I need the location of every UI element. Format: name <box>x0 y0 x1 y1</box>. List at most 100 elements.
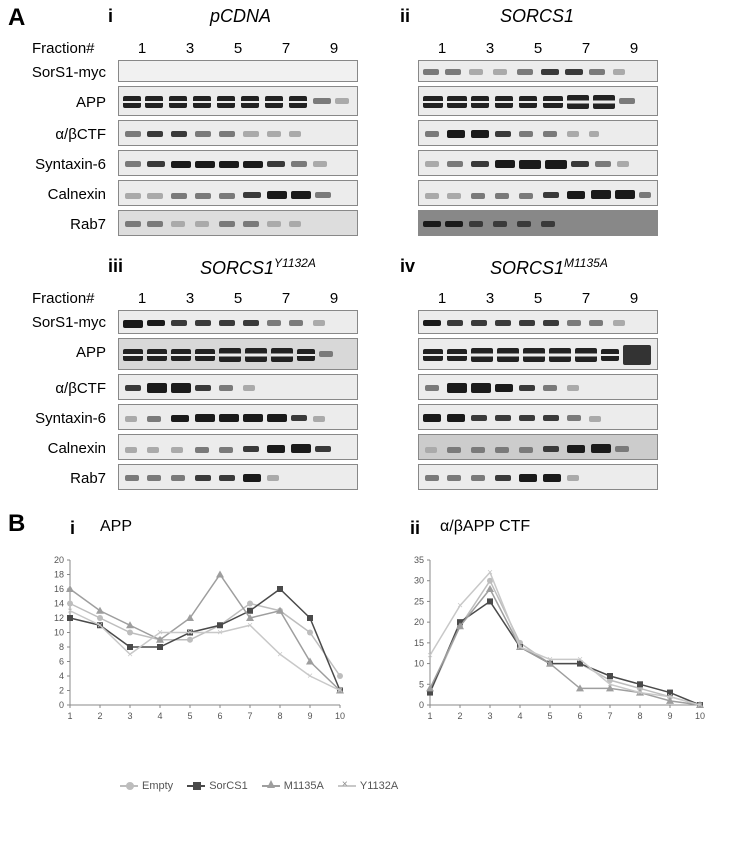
svg-text:8: 8 <box>637 711 642 721</box>
chart-i-title: APP <box>100 518 132 536</box>
svg-text:×: × <box>127 649 133 660</box>
svg-text:1: 1 <box>427 711 432 721</box>
svg-text:2: 2 <box>59 686 64 696</box>
legend-sorcs1-label: SorCS1 <box>209 780 248 792</box>
fracnum-iv-5: 5 <box>526 290 550 307</box>
fracnum-i-9: 9 <box>322 40 346 57</box>
row-sors1myc-bot: SorS1-myc <box>6 314 106 331</box>
svg-text:×: × <box>427 650 433 661</box>
fracnum-ii-9: 9 <box>622 40 646 57</box>
chart-ctf: 0510152025303512345678910×××××××××× <box>400 550 710 730</box>
svg-text:35: 35 <box>414 555 424 565</box>
fracnum-iv-1: 1 <box>430 290 454 307</box>
blot-iii-sors1 <box>118 310 358 334</box>
fracnum-i-5: 5 <box>226 40 250 57</box>
row-ctf-bot: α/βCTF <box>6 380 106 397</box>
svg-text:0: 0 <box>59 700 64 710</box>
fracnum-iii-7: 7 <box>274 290 298 307</box>
svg-text:9: 9 <box>307 711 312 721</box>
row-rab7-top: Rab7 <box>6 216 106 233</box>
svg-text:×: × <box>307 671 313 682</box>
svg-text:×: × <box>577 654 583 665</box>
fracnum-i-1: 1 <box>130 40 154 57</box>
legend-empty-label: Empty <box>142 780 173 792</box>
svg-text:8: 8 <box>59 642 64 652</box>
row-sors1myc-top: SorS1-myc <box>6 64 106 81</box>
blot-iv-stx6 <box>418 404 658 430</box>
fracnum-iv-3: 3 <box>478 290 502 307</box>
svg-text:10: 10 <box>414 659 424 669</box>
blot-ii-calnexin <box>418 180 658 206</box>
group-iv-title-base: SORCS1 <box>490 258 564 278</box>
chart-ii-title: α/βAPP CTF <box>440 518 530 536</box>
chart-app: 0246810121416182012345678910×××××××××× <box>40 550 350 730</box>
blot-iii-ctf <box>118 374 358 400</box>
legend-sorcs1: SorCS1 <box>187 780 248 792</box>
svg-text:×: × <box>667 692 673 703</box>
fracnum-i-7: 7 <box>274 40 298 57</box>
legend-y1132a-label: Y1132A <box>360 780 398 792</box>
sub-i-label: i <box>108 6 113 27</box>
row-stx6-top: Syntaxin-6 <box>6 156 106 173</box>
svg-text:×: × <box>517 642 523 653</box>
blot-ii-stx6 <box>418 150 658 176</box>
svg-text:×: × <box>247 620 253 631</box>
group-iii-title: SORCS1Y1132A <box>200 256 316 279</box>
fracnum-i-3: 3 <box>178 40 202 57</box>
svg-text:6: 6 <box>217 711 222 721</box>
svg-text:×: × <box>487 567 493 578</box>
svg-text:2: 2 <box>457 711 462 721</box>
group-i-title: pCDNA <box>210 6 271 27</box>
svg-text:×: × <box>547 654 553 665</box>
fracnum-ii-3: 3 <box>478 40 502 57</box>
row-stx6-bot: Syntaxin-6 <box>6 410 106 427</box>
svg-text:×: × <box>697 700 703 711</box>
sub-iv-label: iv <box>400 256 415 277</box>
legend-m1135a: M1135A <box>262 780 324 792</box>
svg-text:2: 2 <box>97 711 102 721</box>
fraction-label-i: Fraction# <box>32 40 95 57</box>
blot-iv-calnexin <box>418 434 658 460</box>
svg-text:6: 6 <box>59 657 64 667</box>
legend-y1132a: × Y1132A <box>338 780 398 792</box>
svg-text:×: × <box>217 628 223 639</box>
svg-text:3: 3 <box>487 711 492 721</box>
svg-text:16: 16 <box>54 584 64 594</box>
chart-ii-sub: ii <box>410 518 420 539</box>
fracnum-ii-1: 1 <box>430 40 454 57</box>
fracnum-ii-7: 7 <box>574 40 598 57</box>
svg-text:10: 10 <box>335 711 345 721</box>
row-calnexin-bot: Calnexin <box>6 440 106 457</box>
svg-text:6: 6 <box>577 711 582 721</box>
row-rab7-bot: Rab7 <box>6 470 106 487</box>
group-ii-title: SORCS1 <box>500 6 574 27</box>
blot-iv-rab7 <box>418 464 658 490</box>
legend-empty: Empty <box>120 780 173 792</box>
svg-text:×: × <box>457 601 463 612</box>
blot-ii-rab7 <box>418 210 658 236</box>
svg-text:9: 9 <box>667 711 672 721</box>
svg-text:12: 12 <box>54 613 64 623</box>
svg-text:×: × <box>277 649 283 660</box>
blot-i-ctf <box>118 120 358 146</box>
svg-text:1: 1 <box>67 711 72 721</box>
svg-text:×: × <box>157 628 163 639</box>
svg-text:7: 7 <box>607 711 612 721</box>
group-iv-title-sup: M1135A <box>564 256 608 270</box>
row-app-bot: APP <box>6 344 106 361</box>
fraction-label-iii: Fraction# <box>32 290 95 307</box>
svg-text:×: × <box>97 620 103 631</box>
svg-text:×: × <box>607 679 613 690</box>
svg-text:20: 20 <box>414 617 424 627</box>
panel-b-label: B <box>8 510 25 538</box>
blot-iii-app <box>118 338 358 370</box>
blot-i-stx6 <box>118 150 358 176</box>
blot-i-app <box>118 86 358 116</box>
blot-iii-calnexin <box>118 434 358 460</box>
blot-ii-sors1 <box>418 60 658 82</box>
chart-i-sub: i <box>70 518 75 539</box>
blot-iv-app <box>418 338 658 370</box>
sub-ii-label: ii <box>400 6 410 27</box>
blot-iv-sors1 <box>418 310 658 334</box>
svg-text:5: 5 <box>547 711 552 721</box>
